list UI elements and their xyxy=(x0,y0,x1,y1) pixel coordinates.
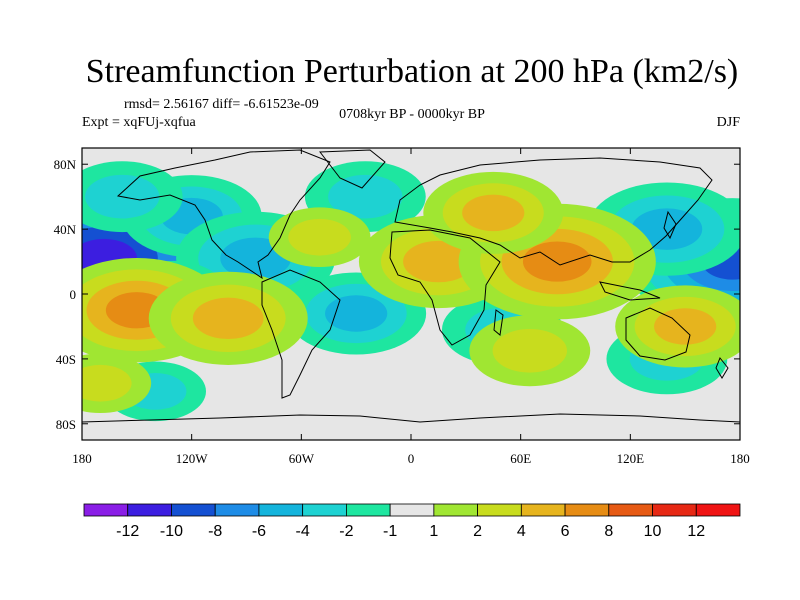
coast-madagascar xyxy=(493,309,504,336)
period-label: 0708kyr BP - 0000kyr BP xyxy=(339,107,485,122)
anomaly-cell-17-2 xyxy=(192,297,264,340)
colorbar: -12 -10 -8 -6 -4 -2 -1 1 2 4 6 8 10 12 xyxy=(83,503,741,540)
y-tick-label-2: 0 xyxy=(70,287,77,302)
coast-europe-asia xyxy=(394,157,713,266)
colorbar-label-3: -6 xyxy=(252,523,266,540)
colorbar-swatch-3 xyxy=(214,503,260,517)
coastlines xyxy=(82,149,740,423)
colorbar-swatch-6 xyxy=(345,503,391,517)
colorbar-label-2: -8 xyxy=(208,523,222,540)
coast-new-zealand xyxy=(715,357,729,379)
colorbar-swatch-5 xyxy=(302,503,347,517)
coast-japan xyxy=(663,210,677,240)
anomaly-cell-5-1 xyxy=(328,174,403,219)
experiment-label: Expt = xqFUj-xqfua xyxy=(82,115,196,130)
chart-title: Streamfunction Perturbation at 200 hPa (… xyxy=(86,53,739,90)
coast-south-america xyxy=(261,269,341,399)
anomaly-cell-8-2 xyxy=(325,295,388,332)
colorbar-swatch-12 xyxy=(608,503,653,517)
coast-australia xyxy=(625,307,691,361)
colorbar-swatch-1 xyxy=(127,503,172,517)
x-tick-label-1: 120W xyxy=(176,451,209,466)
coast-antarctica xyxy=(82,413,740,423)
coast-north-america xyxy=(116,149,331,280)
colorbar-swatch-11 xyxy=(564,503,610,517)
colorbar-swatch-8 xyxy=(433,503,479,517)
colorbar-swatch-4 xyxy=(258,503,304,517)
colorbar-label-0: -12 xyxy=(116,523,139,540)
y-tick-label-1: 40N xyxy=(54,222,77,237)
colorbar-label-8: 2 xyxy=(473,523,482,540)
x-tick-label-5: 120E xyxy=(617,451,645,466)
colorbar-swatch-2 xyxy=(171,503,216,517)
colorbar-label-9: 4 xyxy=(517,523,526,540)
colorbar-swatch-14 xyxy=(695,503,741,517)
anomaly-cell-13-3 xyxy=(522,241,592,282)
anomaly-field xyxy=(82,161,740,422)
colorbar-label-13: 12 xyxy=(687,523,705,540)
coast-indonesia xyxy=(599,281,661,301)
anomaly-cell-14-2 xyxy=(462,194,525,232)
anomaly-cell-18-1 xyxy=(492,328,567,373)
colorbar-label-6: -1 xyxy=(383,523,397,540)
colorbar-swatch-7 xyxy=(389,503,435,517)
y-tick-label-3: 40S xyxy=(56,352,76,367)
colorbar-swatch-13 xyxy=(652,503,697,517)
coast-greenland xyxy=(319,149,386,189)
colorbar-swatch-0 xyxy=(83,503,129,517)
colorbar-label-1: -10 xyxy=(160,523,183,540)
stats-label: rmsd= 2.56167 diff= -6.61523e-09 xyxy=(124,97,319,112)
axis-ticks: 180 120W 60W 0 60E 120E 180 80N 40N 0 40S 80S xyxy=(54,148,750,466)
colorbar-label-10: 6 xyxy=(561,523,570,540)
colorbar-label-5: -2 xyxy=(339,523,353,540)
x-tick-label-6: 180 xyxy=(730,451,750,466)
x-tick-label-3: 0 xyxy=(408,451,415,466)
colorbar-swatch-9 xyxy=(477,503,522,517)
season-label: DJF xyxy=(717,115,741,130)
x-tick-label-0: 180 xyxy=(72,451,92,466)
y-tick-label-0: 80N xyxy=(54,157,77,172)
colorbar-label-7: 1 xyxy=(429,523,438,540)
anomaly-cell-2-2 xyxy=(631,208,703,250)
colorbar-label-4: -4 xyxy=(296,523,310,540)
coast-africa xyxy=(389,229,501,346)
colorbar-swatch-10 xyxy=(520,503,566,517)
colorbar-label-12: 10 xyxy=(644,523,662,540)
colorbar-label-11: 8 xyxy=(604,523,613,540)
x-tick-label-4: 60E xyxy=(510,451,531,466)
anomaly-cell-20-1 xyxy=(82,364,132,402)
y-tick-label-4: 80S xyxy=(56,417,76,432)
x-tick-label-2: 60W xyxy=(289,451,315,466)
anomaly-cell-15-1 xyxy=(288,218,351,256)
anomaly-cell-12-2 xyxy=(403,240,474,283)
